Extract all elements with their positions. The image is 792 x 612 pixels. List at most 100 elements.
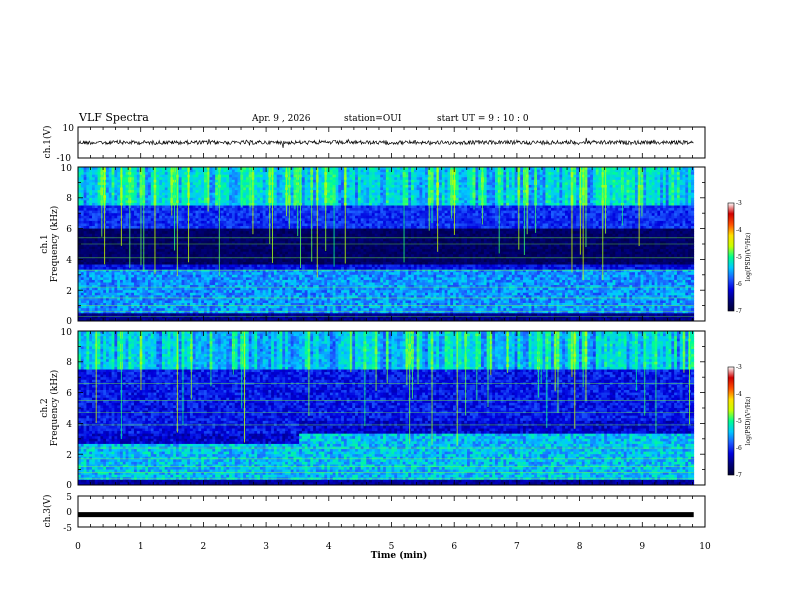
spectrogram-cell bbox=[346, 200, 350, 204]
spectrogram-cell bbox=[383, 213, 387, 217]
spectrogram-cell bbox=[539, 197, 543, 201]
spectrogram-cell bbox=[335, 182, 339, 186]
spectrogram-cell bbox=[606, 202, 611, 206]
spectrogram-cell bbox=[685, 210, 689, 214]
spectrogram-cell bbox=[514, 192, 518, 196]
spectrogram-cell bbox=[377, 202, 381, 206]
spectrogram-cell bbox=[78, 197, 82, 201]
spectrogram-cell bbox=[259, 208, 264, 212]
spectrogram-cell bbox=[416, 220, 420, 224]
spectrogram-cell bbox=[623, 184, 627, 188]
spectrogram-cell bbox=[576, 187, 580, 191]
spectrogram-cell bbox=[606, 167, 611, 170]
spectrogram-cell bbox=[156, 169, 160, 173]
spectrogram-cell bbox=[433, 169, 437, 173]
spectrogram-cell bbox=[455, 215, 460, 219]
spectrogram-cell bbox=[399, 195, 404, 199]
spectrogram-cell bbox=[576, 195, 580, 199]
spectrogram-cell bbox=[618, 167, 622, 170]
spectrogram-cell bbox=[646, 213, 650, 217]
spectrogram-cell bbox=[220, 174, 224, 178]
spectrogram-cell bbox=[276, 215, 280, 219]
spectrogram-cell bbox=[408, 169, 412, 173]
spectrogram-cell bbox=[189, 184, 194, 188]
spectrogram-cell bbox=[587, 190, 591, 194]
spectrogram-cell bbox=[122, 174, 126, 178]
spectrogram-cell bbox=[626, 202, 630, 206]
spectrogram-cell bbox=[94, 218, 98, 222]
spectrogram-cell bbox=[83, 213, 87, 217]
spectrogram-cell bbox=[195, 184, 199, 188]
spectrogram-cell bbox=[145, 169, 149, 173]
spectrogram-cell bbox=[355, 200, 359, 204]
spectrogram-cell bbox=[629, 215, 633, 219]
spectrogram-cell bbox=[609, 182, 613, 186]
spectrogram-cell bbox=[646, 205, 650, 209]
spectrogram-cell bbox=[553, 208, 557, 212]
spectrogram-cell bbox=[229, 172, 233, 176]
spectrogram-cell bbox=[654, 210, 658, 214]
spectrogram-cell bbox=[615, 208, 619, 212]
spectrogram-cell bbox=[167, 169, 171, 173]
spectrogram-cell bbox=[676, 200, 681, 204]
spectrogram-cell bbox=[215, 218, 219, 222]
spectrogram-cell bbox=[259, 184, 264, 188]
spectrogram-cell bbox=[167, 215, 171, 219]
spectrogram-cell bbox=[327, 213, 331, 217]
spectrogram-cell bbox=[245, 197, 250, 201]
spectrogram-cell bbox=[150, 220, 154, 224]
spectrogram-cell bbox=[313, 187, 317, 191]
spectrogram-cell bbox=[556, 182, 560, 186]
spectrogram-cell bbox=[419, 215, 423, 219]
spectrogram-cell bbox=[282, 197, 286, 201]
spectrogram-cell bbox=[397, 184, 401, 188]
spectrogram-cell bbox=[492, 200, 496, 204]
spectrogram-cell bbox=[576, 220, 580, 224]
spectrogram-cell bbox=[606, 220, 611, 224]
spectrogram-cell bbox=[643, 195, 647, 199]
spectrogram-cell bbox=[117, 200, 121, 204]
spectrogram-cell bbox=[587, 187, 591, 191]
spectrogram-cell bbox=[145, 174, 149, 178]
spectrogram-cell bbox=[531, 192, 535, 196]
spectrogram-cell bbox=[189, 182, 194, 186]
spectrogram-cell bbox=[229, 218, 233, 222]
spectrogram-cell bbox=[609, 192, 613, 196]
spectrogram-cell bbox=[198, 223, 202, 227]
spectrogram-cell bbox=[632, 195, 636, 199]
spectrogram-cell bbox=[189, 200, 194, 204]
spectrogram-cell bbox=[282, 202, 286, 206]
spectrogram-cell bbox=[408, 210, 412, 214]
spectrogram-cell bbox=[665, 169, 669, 173]
spectrogram-cell bbox=[654, 187, 658, 191]
spectrogram-cell bbox=[371, 197, 376, 201]
spectrogram-cell bbox=[469, 200, 474, 204]
spectrogram-cell bbox=[416, 210, 420, 214]
spectrogram-cell bbox=[117, 208, 121, 212]
spectrogram-cell bbox=[133, 213, 138, 217]
spectrogram-cell bbox=[318, 167, 322, 170]
spectrogram-cell bbox=[159, 210, 163, 214]
spectrogram-cell bbox=[623, 197, 627, 201]
spectrogram-cell bbox=[254, 218, 258, 222]
spectrogram-cell bbox=[478, 220, 482, 224]
spectrogram-cell bbox=[369, 190, 373, 194]
spectrogram-cell bbox=[203, 220, 208, 224]
spectrogram-cell bbox=[511, 174, 515, 178]
spectrogram-cell bbox=[117, 223, 121, 227]
spectrogram-cell bbox=[78, 192, 82, 196]
spectrogram-cell bbox=[676, 179, 681, 183]
spectrogram-cell bbox=[114, 208, 118, 212]
spectrogram-cell bbox=[198, 195, 202, 199]
spectrogram-cell bbox=[335, 187, 339, 191]
spectrogram-cell bbox=[411, 174, 415, 178]
spectrogram-cell bbox=[478, 172, 482, 176]
spectrogram-cell bbox=[105, 205, 110, 209]
spectrogram-cell bbox=[662, 202, 667, 206]
spectrogram-cell bbox=[257, 179, 261, 183]
spectrogram-cell bbox=[458, 172, 462, 176]
spectrogram-cell bbox=[265, 187, 269, 191]
spectrogram-cell bbox=[391, 182, 395, 186]
spectrogram-cell bbox=[161, 177, 166, 181]
spectrogram-cell bbox=[209, 167, 213, 170]
